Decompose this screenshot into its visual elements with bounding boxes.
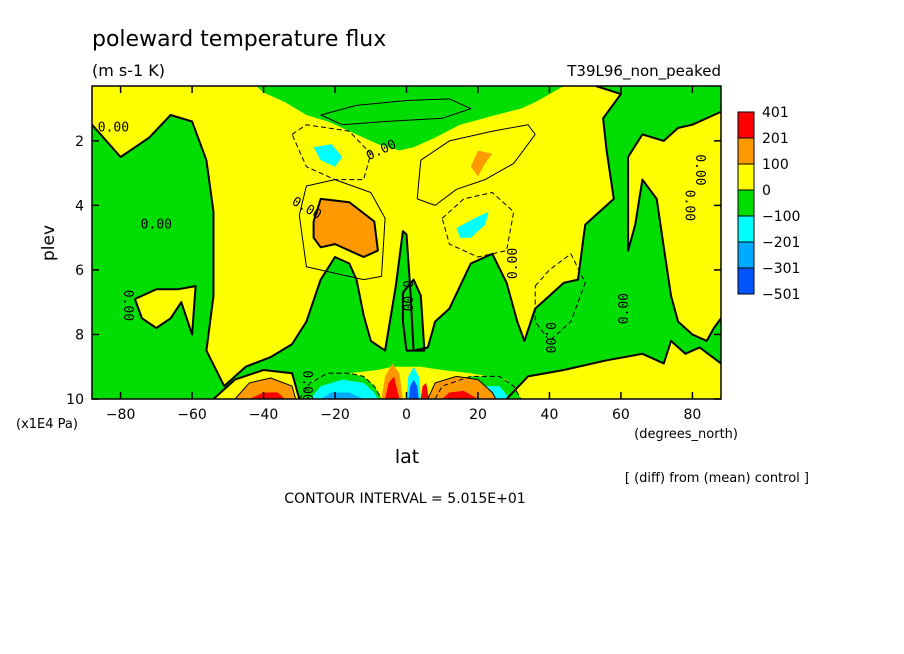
contour-value-label: 0.00 [399,280,414,311]
contour-line-thin-9 [320,98,472,126]
x-tick-label: 60 [612,407,630,423]
region-0_to_100-5 [134,286,196,335]
legend-label: −100 [762,209,800,225]
contour-line-thin-7 [298,179,386,281]
contour-line-dashed-11 [441,192,515,258]
contour-line-dashed-13 [298,372,382,399]
region-minus100_to_0-8 [374,102,450,111]
contour-interval-text: CONTOUR INTERVAL = 5.015E+01 [284,491,525,507]
x-tick-label: 80 [683,407,701,423]
contour-line-solid-3 [133,285,197,336]
contour-line-dashed-12 [534,253,586,342]
region-minus201_to_minus100-17 [310,379,378,399]
region-above_401-25 [442,390,478,399]
contour-line-thin-15 [234,377,297,399]
filled-regions [92,86,721,399]
legend-swatch [737,215,755,243]
legend-label: 201 [762,131,789,147]
contour-line-solid-2 [627,157,721,342]
contour-line-solid-5 [505,339,721,399]
chart-units: (m s-1 K) [92,61,165,80]
contour-line-solid-6 [312,197,379,258]
contour-value-label: 0.00 [120,290,135,321]
x-axis-units: (degrees_north) [634,427,738,442]
x-tick-label: −40 [249,407,279,423]
region-minus201_to_minus100-13 [313,144,343,167]
contour-value-label: 0.00 [141,217,172,232]
contour-line-thin-8 [416,124,536,206]
region-100_to_201-12 [470,150,493,177]
contour-line-dashed-10 [291,124,372,181]
legend-swatch [737,137,755,165]
legend-label: 401 [762,105,789,121]
diff-note: [ (diff) from (mean) control ] [625,471,809,486]
region-above_401-30 [420,382,429,399]
legend-label: 0 [762,183,771,199]
color-legend: 401 201 100 0 −100 −201 −301 −501 [737,105,800,303]
region-0_to_100-4 [628,111,721,341]
region-above_401-22 [249,392,285,399]
legend-swatch [737,241,755,269]
y-tick-label: 6 [75,263,84,279]
contour-line-solid-1 [627,110,721,158]
contour-line-dashed-14 [434,375,522,399]
contour-value-label: 0.00 [692,154,707,185]
region-minus301_to_minus201-19 [320,392,364,399]
y-axis-label: plev [39,225,59,261]
region-minus100_to_0-9 [413,87,450,95]
y-tick-label: 10 [66,392,84,408]
x-axis-label: lat [395,446,419,468]
contour-value-label: 0.00 [617,293,632,324]
run-label: T39L96_non_peaked [566,62,721,81]
x-tick-label: −20 [320,407,350,423]
x-tick-label: 0 [402,407,411,423]
x-tick-label: 40 [541,407,559,423]
legend-swatch [737,189,755,217]
legend-label: −301 [762,261,800,277]
contour-line-solid-0 [92,86,622,388]
region-above_401-27 [385,376,400,399]
contour-value-label: 0.00 [681,190,696,221]
region-minus100_to_0-10 [402,279,425,351]
region-minus100_to_0-6 [127,166,142,199]
legend-label: −201 [762,235,800,251]
legend-swatch [737,267,755,295]
x-tick-label: −80 [106,407,136,423]
contour-value-label: 0.00 [506,248,521,279]
contour-line-solid-4 [212,369,301,399]
legend-swatch [737,111,755,139]
contour-line-thin-16 [427,375,497,399]
y-tick-label: 4 [75,198,84,214]
x-tick-label: 20 [469,407,487,423]
contour-value-label: 0.00 [98,120,129,135]
legend-label: 100 [762,157,789,173]
contour-value-label: 0.00 [542,322,557,353]
x-tick-label: −60 [177,407,207,423]
legend-label: −501 [762,287,800,303]
region-minus201_to_minus100-14 [456,211,489,238]
contour-line-solid-17 [401,278,426,352]
contour-lines [92,86,721,399]
contour-value-label: 0.00 [299,370,314,401]
chart-title: poleward temperature flux [92,27,386,52]
y-tick-label: 8 [75,327,84,343]
region-100_to_201-11 [313,198,378,257]
region-below_minus301-29 [408,379,419,399]
axes: −80 −60 −40 −20 0 20 40 60 80 2 4 6 8 10 [66,86,721,423]
legend-swatch [737,163,755,191]
y-tick-label: 2 [75,134,84,150]
y-axis-units: (x1E4 Pa) [16,417,78,432]
